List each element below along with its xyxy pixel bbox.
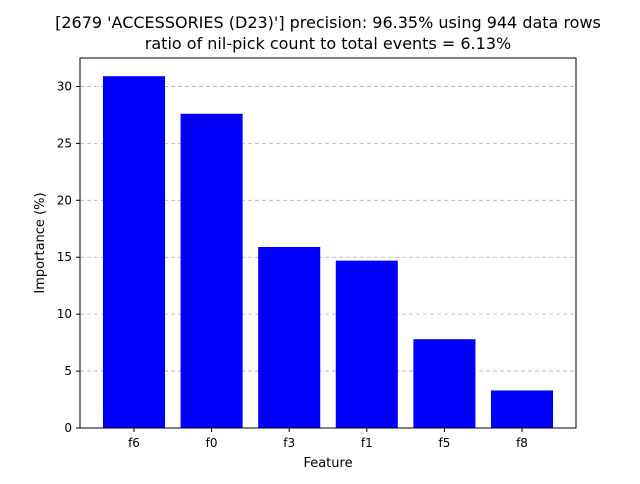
bar-f6: [102, 76, 166, 428]
plot-frame: [79, 57, 577, 429]
x-tick-label-f6: f6: [128, 436, 140, 450]
y-tick-label: 30: [57, 79, 72, 93]
y-axis-ticks: 0 5 10 15 20 25 30: [57, 79, 80, 435]
chart-title: [2679 'ACCESSORIES (D23)'] precision: 96…: [55, 13, 601, 53]
x-tick-label-f0: f0: [206, 436, 218, 450]
y-tick-label: 0: [64, 421, 72, 435]
bar-f3: [258, 246, 321, 428]
x-tick-label-f8: f8: [516, 436, 528, 450]
y-axis-label: Importance (%): [33, 192, 48, 293]
chart-title-line-1: [2679 'ACCESSORIES (D23)'] precision: 96…: [55, 13, 601, 32]
y-tick-label: 5: [64, 364, 72, 378]
y-tick-label: 25: [57, 136, 72, 150]
x-axis-label: Feature: [303, 456, 352, 471]
x-tick-label-f1: f1: [361, 436, 373, 450]
bars: [102, 76, 554, 429]
bar-f0: [180, 113, 243, 429]
bar-f8: [490, 390, 554, 428]
x-tick-label-f5: f5: [438, 436, 450, 450]
x-axis-ticks: f6 f0 f3 f1 f5 f8: [128, 428, 528, 450]
y-tick-label: 20: [57, 193, 72, 207]
chart-title-line-2: ratio of nil-pick count to total events …: [145, 34, 511, 53]
y-tick-label: 10: [57, 307, 72, 321]
bar-f1: [335, 260, 398, 428]
bar-f5: [413, 339, 476, 428]
y-tick-label: 15: [57, 250, 72, 264]
y-gridlines: [80, 86, 576, 372]
x-tick-label-f3: f3: [283, 436, 295, 450]
